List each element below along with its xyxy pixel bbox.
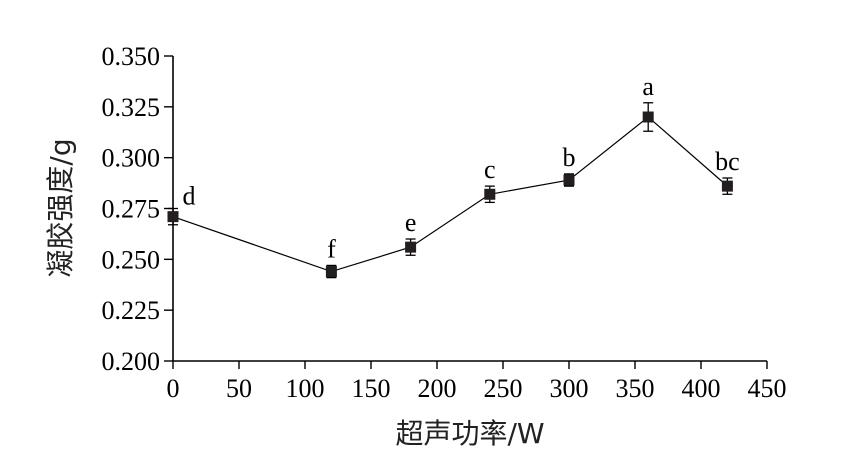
y-tick-label: 0.250 [102, 245, 161, 274]
data-point [721, 180, 733, 192]
x-ticks: 0 50 100 150 200 250 300 350 400 450 [167, 361, 787, 403]
y-tick-label: 0.325 [102, 93, 161, 122]
x-tick-label: 350 [616, 374, 655, 403]
significance-label: bc [715, 147, 740, 176]
data-point [642, 111, 654, 123]
y-axis-title: 凝胶强度/g [44, 138, 77, 277]
series-line [172, 116, 728, 273]
data-point [167, 211, 179, 223]
x-tick-label: 300 [550, 374, 589, 403]
significance-label: b [563, 143, 576, 172]
significance-label: e [405, 208, 417, 237]
x-tick-label: 250 [484, 374, 523, 403]
x-tick-label: 450 [748, 374, 787, 403]
x-tick-label: 100 [286, 374, 325, 403]
data-point [563, 174, 575, 186]
x-tick-label: 50 [226, 374, 252, 403]
y-tick-label: 0.300 [102, 144, 161, 173]
significance-label: d [183, 182, 196, 211]
data-point [484, 188, 496, 200]
x-axis-title: 超声功率/W [395, 417, 544, 450]
y-tick-label: 0.225 [102, 296, 161, 325]
significance-label: a [642, 72, 654, 101]
y-ticks: 0.200 0.225 0.250 0.275 0.300 0.325 0.350 [102, 42, 173, 376]
y-tick-label: 0.275 [102, 195, 161, 224]
x-tick-label: 400 [682, 374, 721, 403]
data-point [405, 241, 417, 253]
axes [172, 56, 767, 362]
significance-label: c [484, 155, 496, 184]
significance-label: f [327, 234, 336, 263]
y-tick-label: 0.350 [102, 42, 161, 71]
data-point [325, 266, 337, 278]
y-tick-label: 0.200 [102, 347, 161, 376]
x-tick-label: 0 [167, 374, 180, 403]
x-tick-label: 150 [352, 374, 391, 403]
x-tick-label: 200 [418, 374, 457, 403]
plot-area: d f e c b a bc [167, 72, 740, 279]
